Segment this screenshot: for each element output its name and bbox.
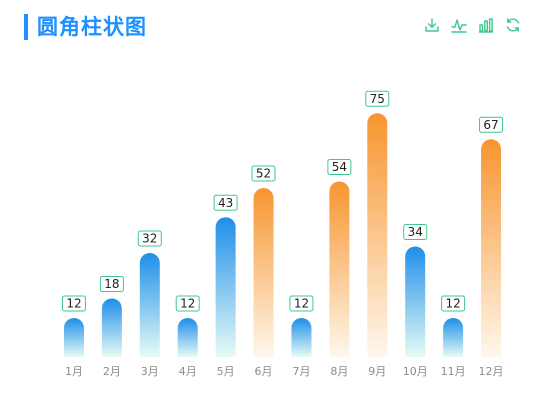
x-tick-label-1: 1月	[65, 365, 83, 378]
data-label-text-5: 43	[218, 196, 233, 210]
data-label-7: 12	[289, 295, 314, 312]
line-chart-icon[interactable]	[450, 16, 468, 34]
bars-layer	[63, 113, 502, 357]
data-label-4: 12	[175, 295, 200, 312]
x-tick-label-2: 2月	[103, 365, 121, 378]
data-label-text-11: 12	[445, 297, 460, 311]
data-label-6: 52	[251, 165, 276, 182]
data-label-text-8: 54	[332, 160, 347, 174]
bar-9	[367, 113, 388, 357]
bar-11	[443, 318, 464, 357]
bar-2	[101, 298, 122, 357]
bar-6	[253, 188, 274, 357]
bar-10	[405, 246, 426, 357]
refresh-icon[interactable]	[504, 16, 522, 34]
data-label-text-6: 52	[256, 167, 271, 181]
data-label-text-3: 32	[142, 232, 157, 246]
data-label-9: 75	[365, 90, 390, 107]
download-icon[interactable]	[423, 16, 441, 34]
bar-5	[215, 217, 236, 357]
data-label-5: 43	[213, 194, 238, 211]
data-label-10: 34	[403, 224, 428, 240]
x-tick-label-4: 4月	[179, 365, 197, 378]
x-tick-label-9: 9月	[368, 365, 386, 378]
x-tick-label-12: 12月	[479, 365, 504, 378]
x-tick-label-3: 3月	[141, 365, 159, 378]
bar-12	[481, 139, 502, 357]
bar-4	[177, 318, 198, 357]
chart-title: 圆角柱状图	[24, 14, 147, 40]
x-tick-label-6: 6月	[255, 365, 273, 378]
x-tick-label-10: 10月	[403, 365, 428, 378]
data-label-2: 18	[99, 276, 124, 292]
data-label-text-4: 12	[180, 297, 195, 311]
chart-toolbox	[423, 14, 522, 36]
bar-chart-icon[interactable]	[477, 16, 495, 34]
bar-3	[139, 253, 160, 357]
x-tick-label-11: 11月	[441, 365, 466, 378]
data-label-text-9: 75	[370, 92, 385, 106]
data-label-text-7: 12	[294, 297, 309, 311]
x-tick-label-8: 8月	[330, 365, 348, 378]
data-label-text-12: 67	[483, 118, 498, 132]
data-labels-layer: 12 18 32 12 43 52 12 54 75 34 12 67	[61, 90, 504, 312]
data-label-11: 12	[441, 295, 466, 312]
data-label-8: 54	[327, 159, 352, 175]
bar-8	[329, 181, 350, 357]
data-label-3: 32	[137, 230, 162, 247]
data-label-text-10: 34	[408, 225, 423, 239]
data-label-12: 67	[479, 116, 504, 133]
data-label-1: 12	[61, 295, 86, 312]
x-tick-label-5: 5月	[217, 365, 235, 378]
x-axis: 1月 2月 3月 4月 5月 6月 7月 8月 9月 10月 11月 12月	[65, 365, 504, 378]
data-label-text-2: 18	[104, 277, 119, 291]
x-tick-label-7: 7月	[292, 365, 310, 378]
data-label-text-1: 12	[66, 297, 81, 311]
bar-7	[291, 318, 312, 357]
bar-1	[63, 318, 84, 357]
